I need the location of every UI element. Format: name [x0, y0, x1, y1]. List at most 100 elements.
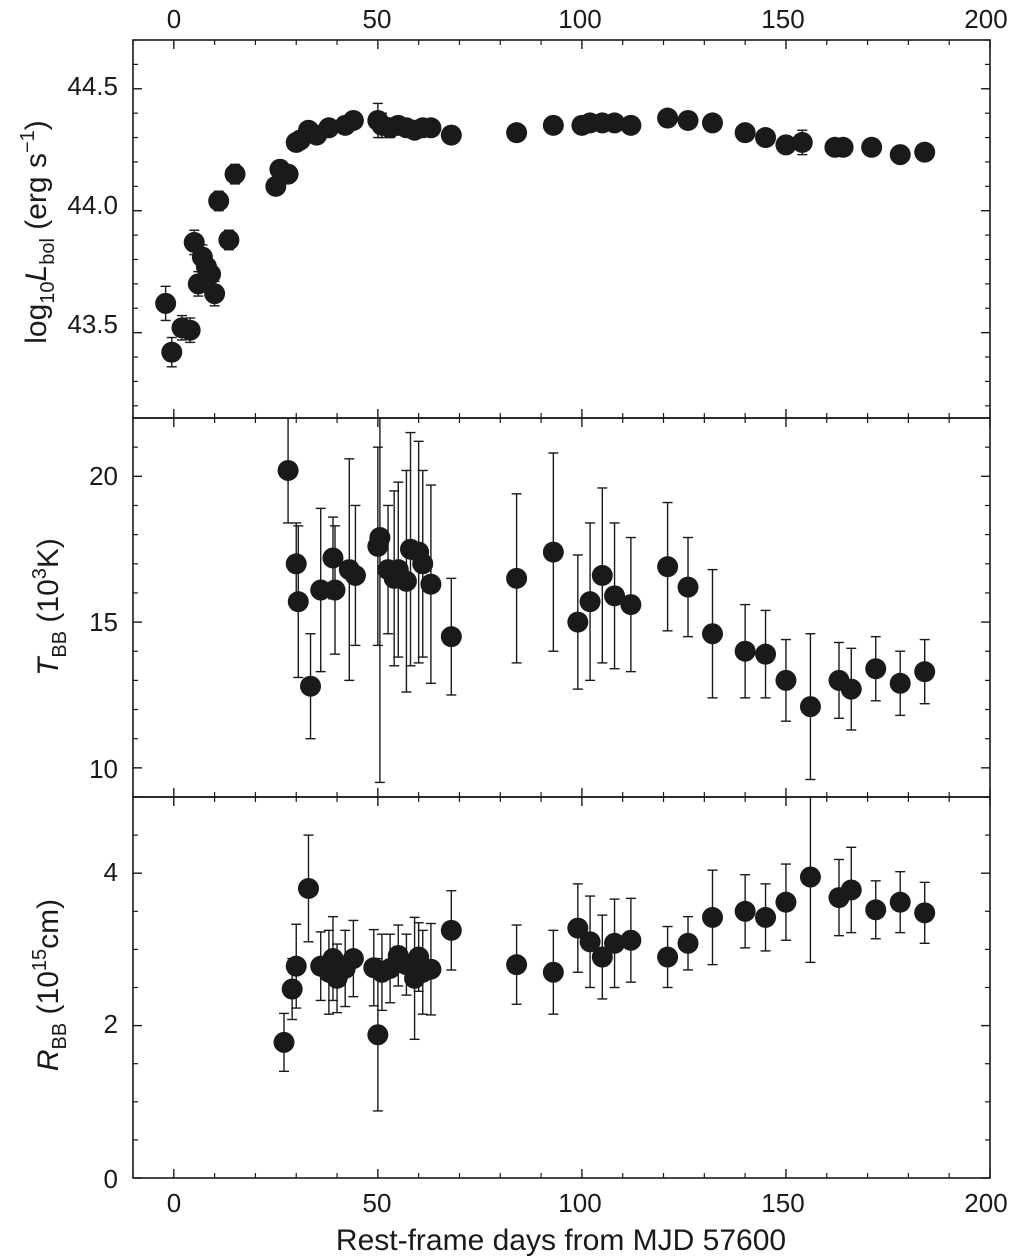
lbol-data-point	[775, 134, 797, 156]
rbb-data-point	[799, 866, 821, 888]
lbol-y-tick-labels: 43.5 44.0 44.5	[67, 71, 118, 339]
rbb-data-point	[677, 932, 699, 954]
rbb-data-point	[604, 932, 626, 954]
rbb-data-point	[889, 891, 911, 913]
x-tick-label: 0	[167, 1188, 181, 1218]
lbol-ylabel-log: log	[20, 304, 53, 344]
tbb-data-point	[865, 658, 887, 680]
tbb-data-point	[440, 626, 462, 648]
rbb-data-point	[775, 891, 797, 913]
lbol-ylabel-sub10: 10	[37, 281, 59, 303]
lbol-y-axis-label: log10Lbol (erg s−1)	[17, 120, 59, 344]
rbb-data-point	[342, 948, 364, 970]
tbb-ylabel-var: T	[32, 655, 65, 676]
tbb-panel-frame	[132, 417, 991, 798]
lbol-data-point	[861, 136, 883, 158]
lbol-data-point	[155, 292, 177, 314]
rbb-data-point	[273, 1031, 295, 1053]
lbol-data-point	[318, 117, 340, 139]
bottom-x-tick-labels: 0 50 100 150 200	[167, 1188, 1008, 1218]
rbb-y-tick-label: 2	[104, 1009, 118, 1039]
rbb-ylabel-sup: 15	[29, 949, 51, 971]
tbb-y-tick-labels: 10 15 20	[89, 461, 118, 784]
rbb-data-point	[865, 899, 887, 921]
x-tick-label: 150	[761, 1188, 804, 1218]
lbol-data-point	[277, 163, 299, 185]
top-x-tick-labels: 0 50 100 150 200	[167, 4, 1008, 34]
tbb-data-point	[734, 640, 756, 662]
tbb-y-tick-label: 10	[89, 754, 118, 784]
tbb-ylabel-sub: BB	[49, 631, 71, 658]
lbol-data-point	[542, 114, 564, 136]
rbb-data-point	[506, 954, 528, 976]
lbol-data-point	[677, 109, 699, 131]
rbb-data-point	[840, 879, 862, 901]
tbb-data-point	[620, 594, 642, 616]
tbb-data-point	[542, 541, 564, 563]
lbol-data-point	[701, 112, 723, 134]
rbb-ylabel-var: R	[32, 1049, 65, 1071]
rbb-ylabel-unit: (10	[32, 971, 65, 1023]
plot-layer	[132, 39, 991, 1179]
rbb-data-point	[914, 902, 936, 924]
tbb-y-tick-label: 20	[89, 461, 118, 491]
rbb-data-point	[542, 961, 564, 983]
lbol-panel-frame	[132, 39, 991, 419]
tbb-data-point	[579, 591, 601, 613]
lbol-data-point	[420, 117, 442, 139]
rbb-data-point	[420, 958, 442, 980]
tbb-data-point	[799, 696, 821, 718]
tbb-data-point	[300, 675, 322, 697]
tbb-ylabel-close: K)	[32, 538, 65, 568]
lbol-data-point	[218, 229, 240, 251]
rbb-data-point	[620, 929, 642, 951]
lbol-data-point	[889, 144, 911, 166]
lbol-data-point	[200, 263, 222, 285]
rbb-data-point	[440, 919, 462, 941]
lbol-ylabel-close: )	[20, 120, 53, 130]
rbb-data-point	[734, 900, 756, 922]
lbol-data-point	[161, 341, 183, 363]
lbol-data-point	[440, 124, 462, 146]
lbol-data-point	[204, 283, 226, 305]
top-x-tick-label: 100	[558, 4, 601, 34]
tbb-data-point	[506, 567, 528, 589]
top-x-tick-label: 200	[964, 4, 1007, 34]
tbb-data-point	[567, 611, 589, 633]
rbb-y-tick-labels: 0 2 4	[104, 857, 118, 1194]
tbb-data-point	[591, 564, 613, 586]
lbol-data-point	[506, 122, 528, 144]
tbb-data-point	[322, 547, 344, 569]
tbb-data-point	[287, 591, 309, 613]
lbol-y-tick-label: 44.5	[67, 71, 118, 101]
rbb-data-point	[755, 906, 777, 928]
lbol-data-point	[604, 112, 626, 134]
tbb-data-point	[657, 556, 679, 578]
lbol-data-point	[734, 122, 756, 144]
rbb-data-point	[579, 931, 601, 953]
tbb-data-point	[395, 570, 417, 592]
lbol-data-point	[755, 127, 777, 149]
lbol-data-point	[224, 163, 246, 185]
tbb-data-point	[420, 573, 442, 595]
lbol-data-point	[657, 107, 679, 129]
rbb-ylabel-sub: BB	[49, 1023, 71, 1050]
tbb-data-point	[677, 576, 699, 598]
rbb-y-axis-label: RBB (1015cm)	[29, 899, 71, 1071]
tbb-data-point	[412, 553, 434, 575]
tbb-data-point	[285, 553, 307, 575]
tbb-data-point	[324, 579, 346, 601]
lbol-ylabel-subbol: bol	[37, 238, 59, 265]
rbb-data-point	[567, 917, 589, 939]
tbb-y-tick-label: 15	[89, 607, 118, 637]
lbol-data-point	[208, 190, 230, 212]
tbb-data-point	[755, 643, 777, 665]
rbb-data-point	[591, 946, 613, 968]
lbol-data-point	[179, 319, 201, 341]
tbb-data-point	[775, 669, 797, 691]
rbb-data-point	[367, 1024, 389, 1046]
rbb-ylabel-close: cm)	[32, 899, 65, 949]
rbb-data-point	[281, 978, 303, 1000]
x-axis-label: Rest-frame days from MJD 57600	[336, 1224, 786, 1257]
